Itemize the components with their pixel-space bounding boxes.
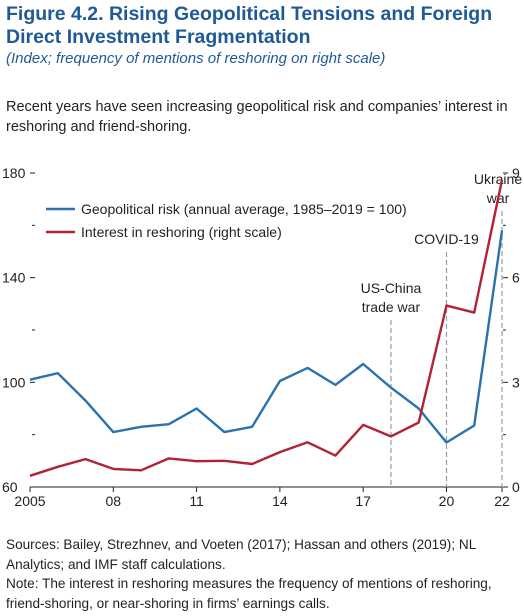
figure-intro: Recent years have seen increasing geopol… [6,99,508,135]
x-tick-label: 14 [272,493,288,509]
line-chart: 2005 08 11 14 17 20 22 60 100 140 180 0 3 6 9 US-China t… [2,165,522,509]
sources-note: Sources: Bailey, Strezhnev, and Voeten (… [6,537,476,572]
legend-label: Interest in reshoring (right scale) [81,224,282,240]
right-tick-label: 0 [512,479,520,495]
x-tick-label: 22 [494,493,510,509]
left-tick-label: 60 [2,479,18,495]
event-label: trade war [362,299,421,315]
x-tick-label: 08 [106,493,122,509]
plot-area: 2005 08 11 14 17 20 22 60 100 140 180 0 3 6 9 US-China t… [2,165,522,509]
right-tick-label: 9 [512,165,520,181]
left-tick-label: 100 [2,374,26,390]
figure-title: Figure 4.2. Rising Geopolitical Tensions… [6,3,493,48]
geopolitical-risk-line [29,230,504,444]
event-label: US-China [361,280,422,296]
x-tick-label: 17 [355,493,371,509]
x-tick-label: 2005 [14,493,45,509]
right-tick-label: 3 [512,374,520,390]
event-label: COVID-19 [414,231,479,247]
right-tick-label: 6 [512,270,520,286]
x-tick-label: 20 [439,493,455,509]
left-tick-label: 140 [2,270,26,286]
legend-label: Geopolitical risk (annual average, 1985–… [81,201,407,217]
figure-subtitle: (Index; frequency of mentions of reshori… [6,50,386,67]
reshoring-interest-line [29,179,504,477]
x-tick-label: 11 [189,493,204,509]
explanatory-note: Note: The interest in reshoring measures… [6,576,492,611]
figure-notes: Sources: Bailey, Strezhnev, and Voeten (… [6,535,521,613]
event-label: Ukraine [474,171,522,187]
left-tick-label: 180 [2,165,26,181]
